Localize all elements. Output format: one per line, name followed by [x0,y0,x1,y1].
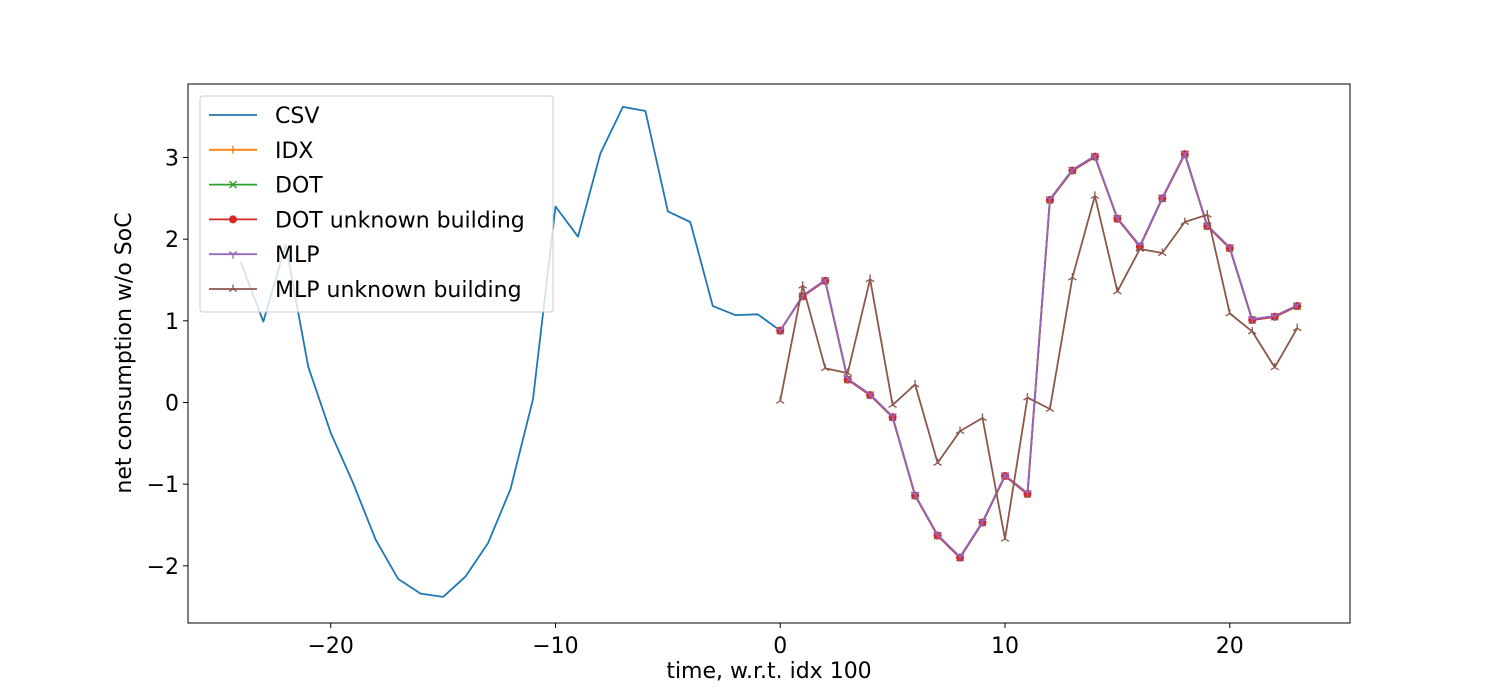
data-point [1045,196,1055,204]
data-point [1090,152,1100,161]
series-line-mlp-unknown-building [779,194,1298,540]
data-point [1113,286,1122,295]
data-point [933,531,942,540]
legend-label: DOT unknown building [275,208,525,233]
x-tick-label: 0 [773,634,787,659]
data-point [1000,534,1010,542]
legend-label: DOT [275,174,323,199]
legend-item-idx: IDX [209,139,314,164]
series-mlp-unknown-building [775,191,1302,542]
data-point [1068,273,1077,281]
legend: CSV IDX DOT DOT unknown building MLP MLP unkn… [199,95,554,313]
data-point [820,276,830,285]
x-axis-title: time, w.r.t. idx 100 [666,659,871,684]
data-point [1225,244,1235,252]
y-tick-label: 0 [165,392,179,417]
data-point [1157,194,1167,203]
plot-frame [187,83,1351,624]
data-point [1045,404,1055,413]
data-point [1090,191,1100,199]
data-point [1270,362,1280,371]
legend-item-dot-unknown-building: DOT unknown building [209,208,525,233]
series-line-csv [239,106,781,598]
legend-label: MLP unknown building [275,278,522,303]
data-point [1202,210,1212,218]
legend-item-mlp-unknown-building: MLP unknown building [209,278,522,303]
data-point [1270,312,1280,321]
data-point [933,458,942,466]
legend-label: IDX [275,139,314,164]
data-point [1068,166,1077,175]
x-tick-label: 10 [991,634,1019,659]
data-point [1180,217,1190,226]
data-point [1135,244,1145,253]
data-point [820,363,830,372]
y-axis-title: net consumption w/o SoC [112,212,137,493]
legend-marker [229,215,237,224]
y-tick-label: 2 [165,228,179,253]
x-tick-label: −20 [308,634,354,659]
y-tick-label: 1 [165,310,179,335]
data-point [1247,326,1257,335]
x-tick-label: −10 [532,634,578,659]
y-tick-label: −1 [147,473,179,498]
legend-item-mlp: MLP [209,243,320,268]
data-point [865,274,875,283]
legend-marker [228,251,238,259]
data-point [775,396,785,404]
data-point [888,413,897,421]
data-point [978,518,987,527]
data-point [798,281,808,289]
y-axis: −2 −1 0 1 2 3 [147,147,188,580]
data-point [1113,214,1122,223]
data-point [1023,393,1032,401]
series-csv [239,106,781,598]
x-axis: −20 −10 0 10 20 [308,623,1244,659]
data-point [1023,490,1032,498]
x-tick-label: 20 [1216,634,1244,659]
y-tick-label: 3 [165,147,179,172]
data-point [1247,316,1257,324]
data-point [955,426,965,435]
legend-frame [199,95,554,313]
data-point [1157,248,1167,257]
data-point [910,380,920,388]
data-point [1225,308,1235,317]
y-tick-label: −2 [147,555,179,580]
data-point [955,553,965,562]
series-layer [239,106,1302,598]
data-point [1180,150,1190,158]
data-point [865,391,875,399]
legend-label: CSV [275,104,319,129]
legend-item-csv: CSV [209,104,319,129]
legend-marker [228,284,238,293]
data-point [843,368,853,377]
data-point [1292,323,1302,332]
data-point [978,413,987,422]
data-point [843,375,853,384]
legend-marker [229,180,237,189]
data-point [1000,472,1010,480]
data-point [1292,302,1302,310]
legend-marker [229,145,237,154]
data-point [888,400,897,409]
data-point [775,327,785,336]
legend-label: MLP [275,243,320,268]
data-point [910,491,920,500]
legend-item-dot: DOT [209,174,323,199]
